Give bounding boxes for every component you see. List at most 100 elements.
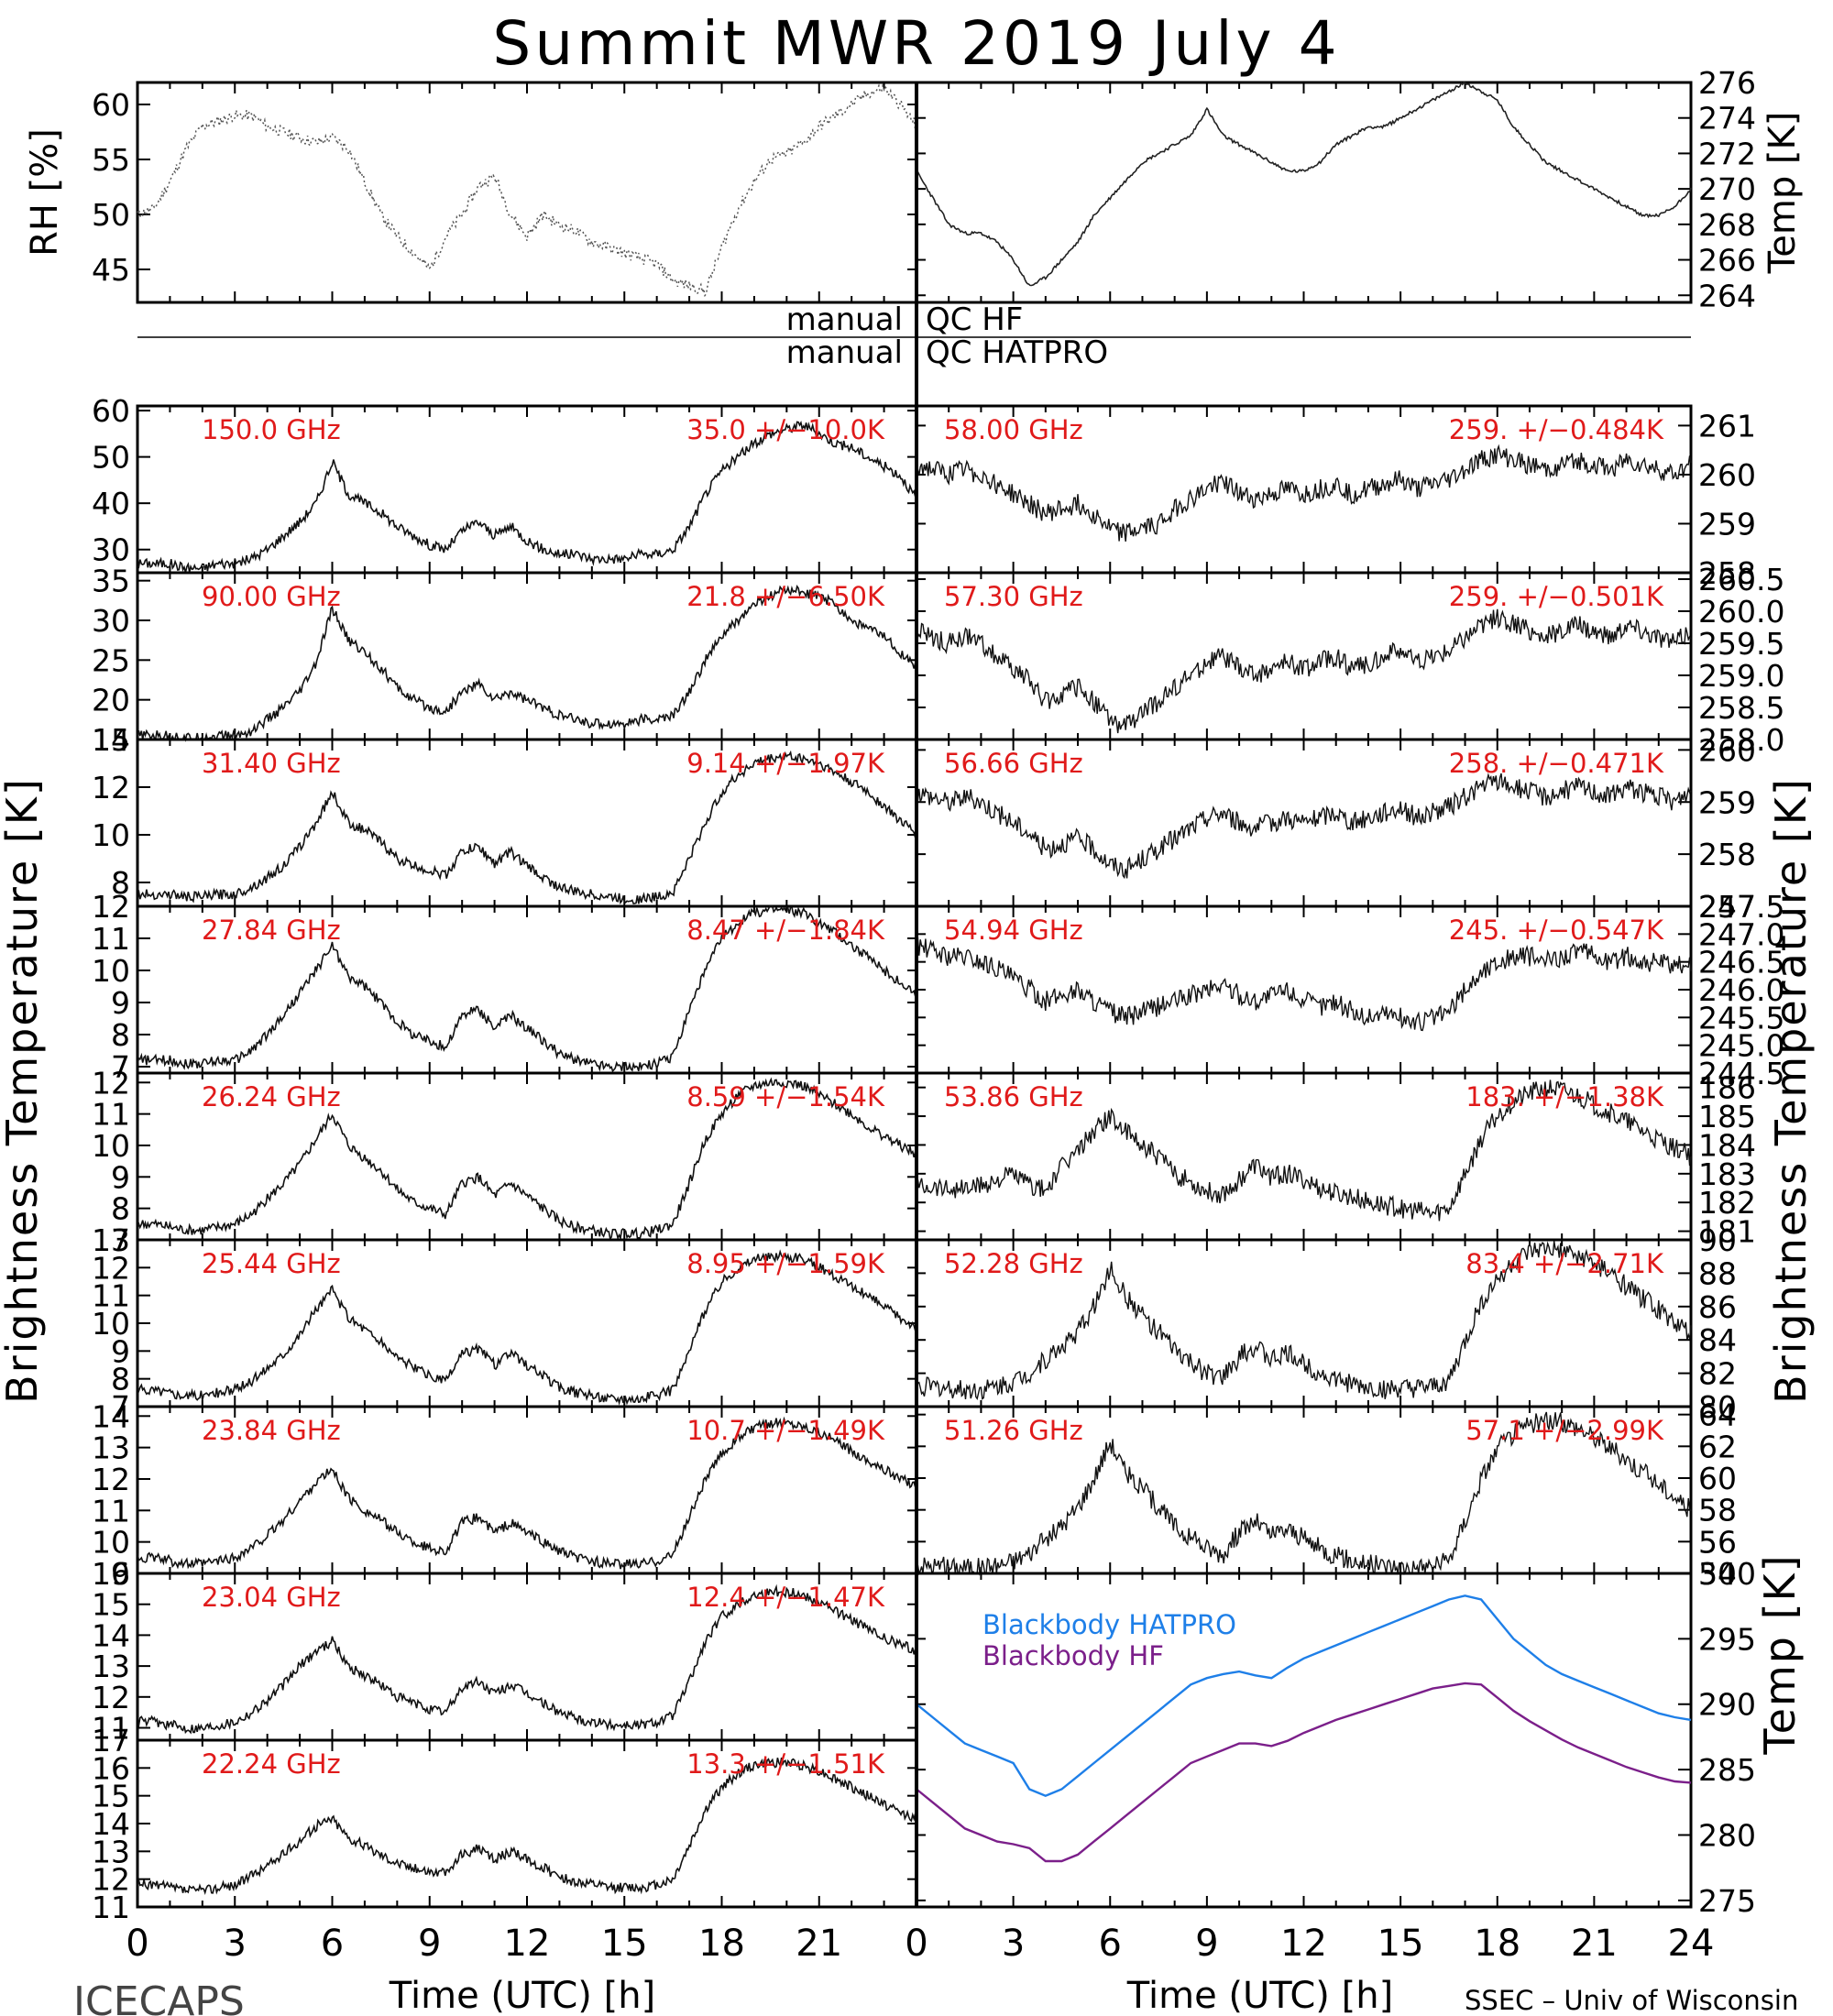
x-tick-label: 3 — [224, 1923, 247, 1965]
y-tick-label: 11 — [92, 1890, 130, 1925]
series-line — [137, 585, 917, 742]
y-tick-label: 290 — [1698, 1687, 1756, 1723]
y-tick-label: 260.0 — [1698, 594, 1784, 630]
blackbody-plot: 275 280 285 290 295 300 Blackbody HATPROBlackb… — [915, 1556, 1756, 1919]
y-tick-label: 15 — [92, 722, 130, 758]
qc-left-label: manual — [786, 301, 903, 338]
channel-frequency: 51.26 GHz — [944, 1415, 1083, 1446]
x-tick-label: 15 — [1377, 1923, 1424, 1965]
channel-frequency: 25.44 GHz — [202, 1248, 341, 1279]
y-tick-label: 12 — [92, 1862, 130, 1898]
y-tick-label: 13 — [92, 1222, 130, 1258]
y-tick-label: 50 — [92, 440, 130, 476]
y-tick-label: 257 — [1698, 889, 1756, 925]
channel-frequency: 23.84 GHz — [202, 1415, 341, 1446]
footer-icecaps: ICECAPS — [73, 1978, 245, 2016]
rh-panel: 45 50 55 60 — [92, 81, 918, 304]
y-tick-label: 11 — [92, 1097, 130, 1133]
y-tick-label: 274 — [1698, 101, 1756, 137]
series-line — [137, 421, 917, 573]
y-tick-label: 295 — [1698, 1621, 1756, 1657]
series-line — [137, 750, 917, 905]
rh-series — [137, 82, 917, 298]
y-tick-label: 30 — [92, 532, 130, 568]
x-tick-label: 0 — [126, 1923, 148, 1965]
blackbody-axis-label: Temp [K] — [1755, 1553, 1805, 1755]
y-tick-label: 10 — [92, 1128, 130, 1164]
y-tick-label: 14 — [92, 1398, 130, 1434]
temp-panel-frame — [915, 81, 1693, 304]
y-tick-label: 260 — [1698, 732, 1756, 768]
y-tick-label: 14 — [92, 1617, 130, 1653]
y-tick-label: 258.5 — [1698, 690, 1784, 726]
y-tick-label: 7 — [111, 1389, 130, 1425]
qc-left-label: manual — [786, 334, 903, 371]
channel-stats: 8.59 +/−1.54K — [686, 1081, 885, 1112]
y-tick-label: 60 — [92, 87, 130, 123]
y-tick-label: 35 — [92, 564, 130, 599]
channel-frequency: 22.24 GHz — [202, 1748, 341, 1780]
x-tick-label: 21 — [796, 1923, 842, 1965]
y-tick-label: 15 — [92, 1587, 130, 1623]
y-tick-label: 60 — [92, 393, 130, 429]
y-tick-label: 258.0 — [1698, 722, 1784, 758]
y-tick-label: 258 — [1698, 837, 1756, 872]
y-tick-label: 10 — [92, 817, 130, 853]
blackbody-panel: 275 280 285 290 295 300 Blackbody HATPROBlackb… — [915, 1553, 1805, 1919]
series-line — [137, 1416, 917, 1570]
y-tick-label: 88 — [1698, 1255, 1737, 1291]
y-tick-label: 268 — [1698, 207, 1756, 243]
y-tick-label: 8 — [111, 1191, 130, 1227]
y-tick-label: 55 — [92, 142, 130, 178]
series-line — [916, 608, 1692, 734]
x-tick-label: 12 — [504, 1923, 551, 1965]
x-axis-label-left: Time (UTC) [h] — [389, 1975, 655, 2016]
y-tick-label: 10 — [92, 1525, 130, 1561]
channel-stats: 8.95 +/−1.59K — [686, 1248, 885, 1279]
series-line — [137, 1583, 917, 1735]
channel-stats: 21.8 +/−6.50K — [686, 581, 885, 612]
y-tick-label: 247.0 — [1698, 916, 1784, 952]
y-tick-label: 247.5 — [1698, 889, 1784, 925]
y-tick-label: 8 — [111, 1362, 130, 1397]
series-line — [916, 444, 1692, 542]
y-tick-label: 10 — [92, 953, 130, 989]
y-tick-label: 15 — [92, 1779, 130, 1814]
y-tick-label: 244.5 — [1698, 1056, 1784, 1091]
channel-frequency: 57.30 GHz — [944, 581, 1083, 612]
y-tick-label: 184 — [1698, 1127, 1756, 1163]
y-tick-label: 13 — [92, 1430, 130, 1466]
y-tick-label: 11 — [92, 1493, 130, 1528]
y-tick-label: 16 — [92, 1556, 130, 1592]
y-tick-label: 64 — [1698, 1397, 1737, 1433]
blackbody-series — [916, 1682, 1692, 1863]
channel-frequency: 27.84 GHz — [202, 915, 341, 946]
y-tick-label: 17 — [92, 1723, 130, 1759]
channel-stats: 183. +/−1.38K — [1465, 1081, 1664, 1112]
legend-entry: Blackbody HF — [982, 1640, 1164, 1671]
chart-title: Summit MWR 2019 July 4 — [492, 8, 1340, 79]
channel-frequency: 90.00 GHz — [202, 581, 341, 612]
x-tick-label: 9 — [1195, 1923, 1218, 1965]
y-tick-label: 8 — [111, 1017, 130, 1053]
y-tick-label: 9 — [111, 985, 130, 1021]
x-tick-label: 21 — [1571, 1923, 1618, 1965]
y-tick-label: 260 — [1698, 457, 1756, 493]
left-panel-0: 30 40 50 60 150.0 GHz 35.0 +/−10.0K — [92, 393, 918, 575]
left-panel-2: 8 10 12 14 31.40 GHz 9.14 +/−1.97K — [92, 722, 918, 908]
y-tick-label: 259 — [1698, 506, 1756, 542]
channel-frequency: 52.28 GHz — [944, 1248, 1083, 1279]
series-line — [137, 1757, 917, 1896]
y-tick-label: 14 — [92, 722, 130, 758]
legend-entry: Blackbody HATPRO — [982, 1609, 1236, 1640]
y-tick-label: 261 — [1698, 408, 1756, 444]
